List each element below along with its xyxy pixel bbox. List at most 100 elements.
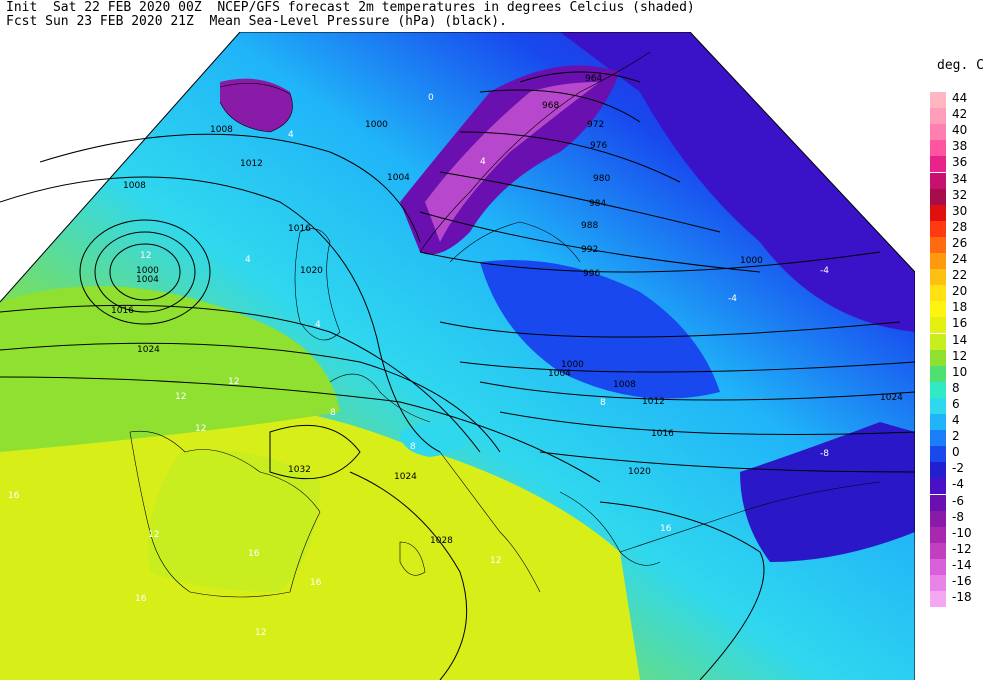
isobar-label: 988 xyxy=(581,221,598,231)
iberia-region xyxy=(148,450,320,592)
isobar-1012 xyxy=(0,176,441,453)
temperature-label: 16 xyxy=(660,524,672,534)
temperature-label: 12 xyxy=(148,530,159,540)
isobar-964 xyxy=(519,71,641,83)
isobar-lines xyxy=(0,71,915,680)
legend-label: -16 xyxy=(952,574,972,588)
legend-label: 6 xyxy=(952,396,960,411)
legend-swatch xyxy=(930,317,946,334)
legend-swatch xyxy=(930,365,946,382)
map-header: Init Sat 22 FEB 2020 00Z NCEP/GFS foreca… xyxy=(6,1,695,29)
isobar-label: 996 xyxy=(583,269,600,279)
legend-label: -6 xyxy=(952,493,964,508)
eastern-europe-region xyxy=(480,260,720,399)
legend-label: 30 xyxy=(952,203,968,218)
legend-label: 16 xyxy=(952,316,968,331)
isobar-label: 1012 xyxy=(642,397,665,407)
alps-region xyxy=(400,420,480,457)
isobar-1024-east xyxy=(599,501,765,680)
isobar-label: 1004 xyxy=(136,275,159,285)
isobar-1008-north xyxy=(39,133,421,243)
isobar-label: 1012 xyxy=(240,159,263,169)
temperature-label: 8 xyxy=(410,442,416,452)
legend-label: 42 xyxy=(952,107,968,122)
isobar-1028 xyxy=(349,471,468,680)
isobar-1032 xyxy=(269,424,361,480)
isobar-988 xyxy=(439,171,721,233)
legend-title: deg. C xyxy=(937,58,984,73)
isobar-1016-east xyxy=(499,411,915,435)
isobar-972 xyxy=(479,89,641,123)
temperature-label: 12 xyxy=(255,628,266,638)
legend-swatch xyxy=(930,478,946,495)
temperature-label: 4 xyxy=(288,130,294,140)
temperature-label: -4 xyxy=(728,294,737,304)
legend-swatch xyxy=(930,462,946,479)
isobar-label: 964 xyxy=(585,74,602,84)
isobar-label: 1000 xyxy=(561,360,584,370)
temperature-label: 12 xyxy=(490,556,501,566)
isobar-1000-east xyxy=(419,251,881,273)
isobar-label: 980 xyxy=(593,174,610,184)
isobar-label: 1008 xyxy=(210,125,233,135)
isobar-996 xyxy=(419,211,761,273)
scandinavia-mountains xyxy=(425,82,600,242)
legend-swatch xyxy=(930,349,946,366)
isobar-labels: 1008 1000 1012 1008 1000 1004 1016 1024 … xyxy=(111,74,903,546)
legend-swatch xyxy=(930,301,946,318)
legend-swatch xyxy=(930,591,946,608)
cold-northeast-region xyxy=(560,32,915,332)
temperature-label: 4 xyxy=(315,320,321,330)
isobar-1004-east xyxy=(439,321,901,338)
legend-label: 0 xyxy=(952,445,960,460)
isobar-1024 xyxy=(0,342,501,453)
isobar-label: 1020 xyxy=(300,266,323,276)
isobar-980 xyxy=(459,131,681,183)
isobar-label: 1008 xyxy=(123,181,146,191)
isobar-label: 1000 xyxy=(136,266,159,276)
map-boundary xyxy=(0,32,915,680)
warm-sea-region xyxy=(0,404,640,680)
legend-swatch xyxy=(930,108,946,125)
atlantic-mild-region xyxy=(0,286,340,452)
legend-swatch xyxy=(930,526,946,543)
isobar-1016 xyxy=(0,304,481,453)
legend-swatch xyxy=(930,269,946,286)
isobar-label: 976 xyxy=(590,141,607,151)
legend-label: 4 xyxy=(952,413,960,427)
isobar-label: 992 xyxy=(581,245,598,255)
temperature-label: 8 xyxy=(600,398,606,408)
isobar-label: 1028 xyxy=(430,536,453,546)
isobar-low-ring-1 xyxy=(94,231,196,313)
legend-label: 44 xyxy=(952,91,968,105)
isobar-label: 1016 xyxy=(288,224,311,234)
temperature-label: 12 xyxy=(175,392,186,402)
isobar-label: 1024 xyxy=(880,393,903,403)
isobar-label: 1016 xyxy=(111,306,134,316)
isobar-label: 1004 xyxy=(548,369,571,379)
isobar-1024-south xyxy=(0,376,601,483)
legend-swatch xyxy=(930,140,946,157)
legend-label: -12 xyxy=(952,541,972,556)
temperature-labels: 12 4 0 4 4 12 12 16 16 12 8 4 -4 -4 -8 8… xyxy=(8,93,829,638)
legend-swatch xyxy=(930,92,946,108)
legend-label: -2 xyxy=(952,461,964,476)
legend-label: 10 xyxy=(952,364,968,379)
legend-swatch xyxy=(930,575,946,591)
isobar-1008-east xyxy=(459,361,915,373)
legend-label: 26 xyxy=(952,235,968,250)
legend-swatch xyxy=(930,333,946,350)
legend-swatch xyxy=(930,285,946,302)
isobar-label: 1032 xyxy=(288,465,311,475)
legend-swatch xyxy=(930,510,946,527)
isobar-label: 1000 xyxy=(365,120,388,130)
legend-swatch xyxy=(930,204,946,221)
legend-label: 28 xyxy=(952,219,968,234)
isobar-label: 1024 xyxy=(137,345,160,355)
legend-swatch xyxy=(930,188,946,205)
legend-label: -10 xyxy=(952,525,972,540)
temperature-label: 12 xyxy=(140,251,151,261)
iceland-region xyxy=(220,78,293,132)
legend-swatch xyxy=(930,494,946,511)
legend-label: 36 xyxy=(952,155,968,170)
